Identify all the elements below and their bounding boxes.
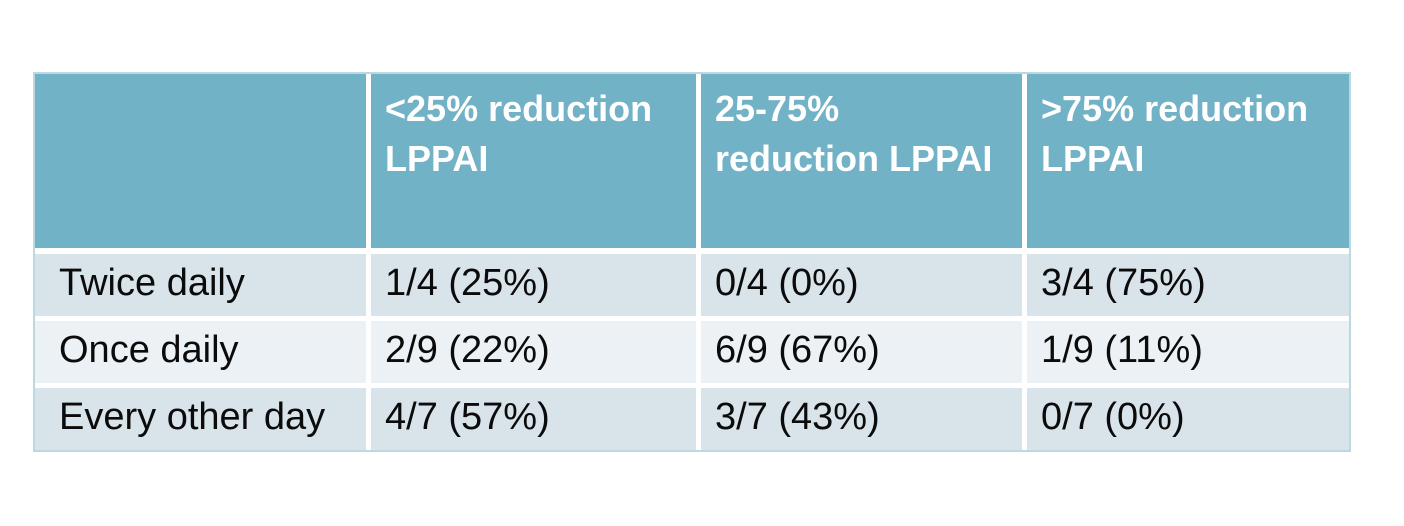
table-header-row: <25% reduction LPPAI 25-75% reduction LP… — [35, 74, 1349, 254]
cell-every-other-day-lt25: 4/7 (57%) — [371, 388, 701, 450]
row-label-twice-daily: Twice daily — [35, 254, 371, 321]
cell-every-other-day-gt75: 0/7 (0%) — [1027, 388, 1349, 450]
column-header-lt25-reduction: <25% reduction LPPAI — [371, 74, 701, 254]
table-row-every-other-day: Every other day 4/7 (57%) 3/7 (43%) 0/7 … — [35, 388, 1349, 450]
table-row-once-daily: Once daily 2/9 (22%) 6/9 (67%) 1/9 (11%) — [35, 321, 1349, 388]
cell-twice-daily-gt75: 3/4 (75%) — [1027, 254, 1349, 321]
cell-once-daily-25-75: 6/9 (67%) — [701, 321, 1027, 388]
column-header-25-75-reduction: 25-75% reduction LPPAI — [701, 74, 1027, 254]
cell-twice-daily-25-75: 0/4 (0%) — [701, 254, 1027, 321]
table-row-twice-daily: Twice daily 1/4 (25%) 0/4 (0%) 3/4 (75%) — [35, 254, 1349, 321]
lppai-reduction-table: <25% reduction LPPAI 25-75% reduction LP… — [33, 72, 1351, 452]
cell-once-daily-gt75: 1/9 (11%) — [1027, 321, 1349, 388]
row-label-once-daily: Once daily — [35, 321, 371, 388]
cell-every-other-day-25-75: 3/7 (43%) — [701, 388, 1027, 450]
cell-once-daily-lt25: 2/9 (22%) — [371, 321, 701, 388]
cell-twice-daily-lt25: 1/4 (25%) — [371, 254, 701, 321]
corner-header-cell — [35, 74, 371, 254]
row-label-every-other-day: Every other day — [35, 388, 371, 450]
column-header-gt75-reduction: >75% reduction LPPAI — [1027, 74, 1349, 254]
